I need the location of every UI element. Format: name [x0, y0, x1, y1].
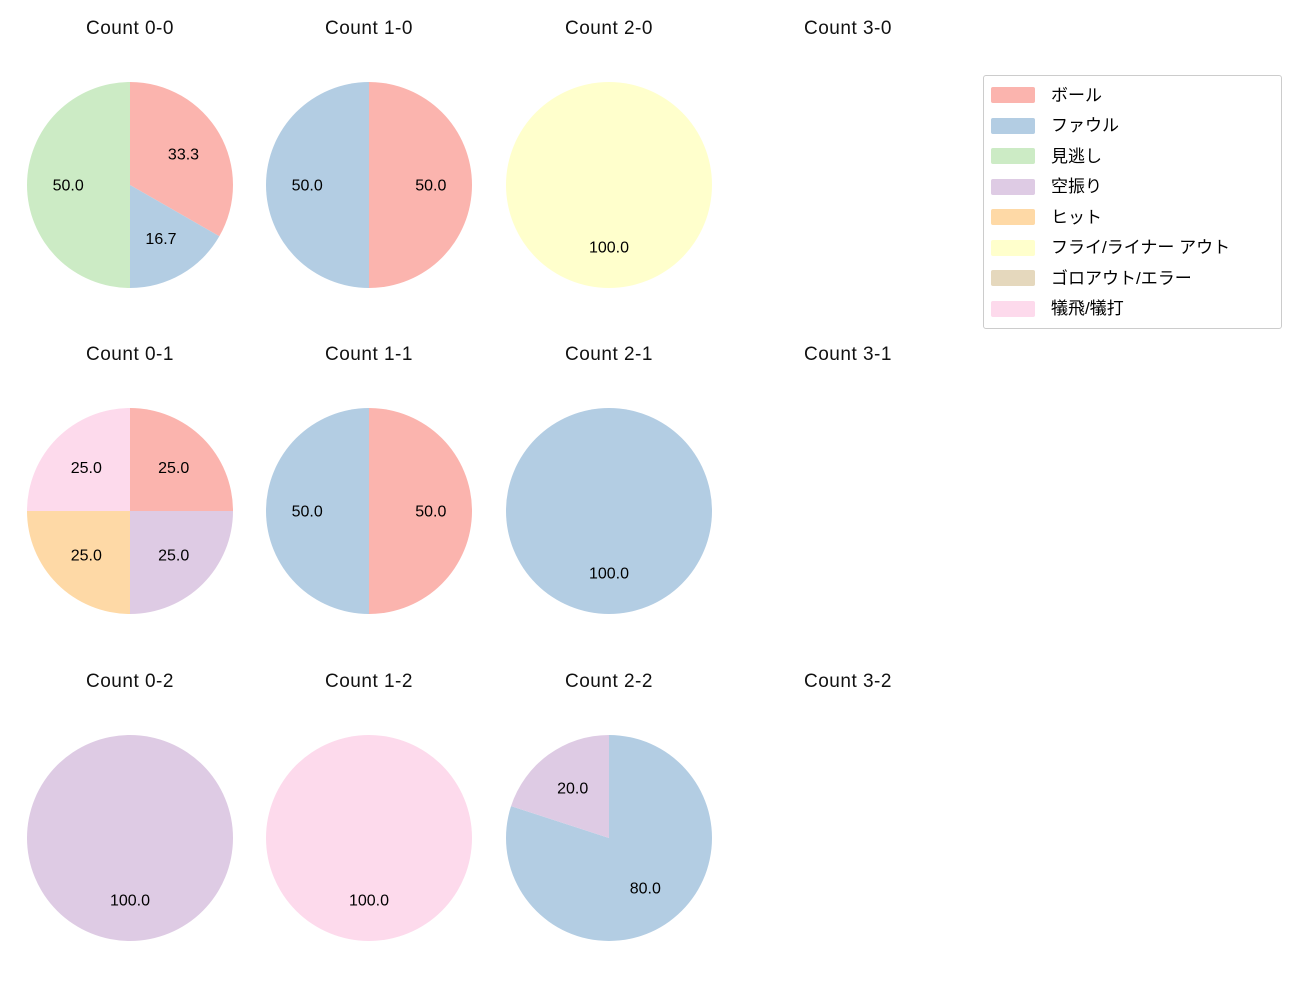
legend-item: ファウル	[984, 111, 1281, 142]
pie-chart-count-2-1: 100.0	[506, 408, 712, 614]
pie-slice	[27, 511, 130, 614]
pie-title-count-1-2: Count 1-2	[325, 671, 413, 692]
pie-slice-label: 16.7	[145, 231, 176, 248]
pie-slice	[27, 408, 130, 511]
legend-swatch-ball	[991, 87, 1035, 104]
pie-slice	[369, 82, 472, 288]
pie-cell-count-3-2: Count 3-2	[728, 661, 968, 981]
pie-slice-label: 100.0	[349, 892, 389, 909]
pie-slice	[506, 408, 712, 614]
legend-label: フライ/ライナー アウト	[1051, 238, 1231, 258]
pie-chart-count-3-1	[743, 406, 953, 616]
pie-chart-count-1-1: 50.0 50.0	[266, 408, 472, 614]
legend-swatch-hit	[991, 209, 1035, 226]
pie-chart-count-0-0: 33.3 16.7 50.0	[27, 82, 233, 288]
pie-title-count-2-2: Count 2-2	[565, 671, 653, 692]
legend-swatch-groundout-error	[991, 270, 1035, 287]
legend-item: ヒット	[984, 202, 1281, 233]
pie-title-count-3-1: Count 3-1	[804, 344, 892, 365]
pie-cell-count-3-0: Count 3-0	[728, 8, 968, 328]
legend-label: ファウル	[1051, 116, 1119, 136]
pie-cell-count-1-1: Count 1-1 50.0 50.0	[249, 334, 489, 654]
pie-slice-label: 100.0	[110, 892, 150, 909]
pie-slice	[27, 735, 233, 941]
pie-slice	[130, 511, 233, 614]
pie-chart-count-2-2: 80.0 20.0	[505, 735, 712, 941]
pie-slice-label: 33.3	[168, 147, 199, 164]
pie-slice	[369, 408, 472, 614]
legend-label: 空振り	[1051, 177, 1102, 197]
pie-title-count-1-1: Count 1-1	[325, 344, 413, 365]
pie-slice	[130, 408, 233, 511]
pie-cell-count-2-2: Count 2-2 80.0 20.0	[489, 661, 729, 981]
legend-item: ボール	[984, 80, 1281, 111]
legend-label: ゴロアウト/エラー	[1051, 268, 1192, 288]
pie-slice-label: 50.0	[53, 178, 84, 195]
pie-slice-label: 50.0	[415, 178, 446, 195]
pie-cell-count-0-0: Count 0-0 33.3 16.7 50.0	[10, 8, 250, 328]
pie-cell-count-1-2: Count 1-2 100.0	[249, 661, 489, 981]
pie-slice	[505, 735, 712, 941]
legend-item: 見逃し	[984, 141, 1281, 172]
legend-item: フライ/ライナー アウト	[984, 233, 1281, 264]
pie-cell-count-2-1: Count 2-1 100.0	[489, 334, 729, 654]
pie-title-count-0-0: Count 0-0	[86, 18, 174, 39]
pie-slice-label: 20.0	[557, 781, 588, 798]
legend-label: ヒット	[1051, 207, 1102, 227]
legend: ボール ファウル 見逃し 空振り ヒット フライ/ライナー アウト ゴロアウト/…	[983, 75, 1282, 329]
pie-cell-count-0-1: Count 0-1 25.0 25.0 25.0 25.0	[10, 334, 250, 654]
pie-slice	[130, 185, 220, 288]
legend-item: 空振り	[984, 172, 1281, 203]
legend-label: 犠飛/犠打	[1051, 299, 1124, 319]
pie-slice-label: 50.0	[415, 504, 446, 521]
pie-slice	[130, 82, 233, 237]
pie-slice-label: 25.0	[71, 547, 102, 564]
pie-slice	[266, 82, 369, 288]
pie-title-count-1-0: Count 1-0	[325, 18, 413, 39]
pie-slice	[511, 735, 609, 838]
pie-slice-label: 100.0	[589, 565, 629, 582]
pie-slice-label: 100.0	[589, 239, 629, 256]
pie-slice-label: 25.0	[71, 460, 102, 477]
legend-item: ゴロアウト/エラー	[984, 263, 1281, 294]
pie-slice	[506, 82, 712, 288]
pie-title-count-0-2: Count 0-2	[86, 671, 174, 692]
legend-swatch-called-strike	[991, 148, 1035, 165]
legend-item: 犠飛/犠打	[984, 294, 1281, 325]
legend-swatch-fly-liner-out	[991, 239, 1035, 256]
pie-chart-count-0-2: 100.0	[27, 735, 233, 941]
legend-swatch-sacrifice	[991, 300, 1035, 317]
legend-label: 見逃し	[1051, 146, 1102, 166]
pie-chart-count-1-0: 50.0 50.0	[266, 82, 472, 288]
pie-cell-count-0-2: Count 0-2 100.0	[10, 661, 250, 981]
pie-slice-label: 80.0	[630, 881, 661, 898]
pie-title-count-2-1: Count 2-1	[565, 344, 653, 365]
pie-slice	[27, 82, 130, 288]
pie-slice	[266, 408, 369, 614]
pie-slice	[266, 735, 472, 941]
pie-chart-count-2-0: 100.0	[506, 82, 712, 288]
pie-chart-count-0-1: 25.0 25.0 25.0 25.0	[27, 408, 233, 614]
pie-title-count-3-2: Count 3-2	[804, 671, 892, 692]
pie-chart-count-3-0	[743, 80, 953, 290]
legend-label: ボール	[1051, 85, 1102, 105]
pie-slice-label: 25.0	[158, 547, 189, 564]
pie-cell-count-1-0: Count 1-0 50.0 50.0	[249, 8, 489, 328]
pie-cell-count-2-0: Count 2-0 100.0	[489, 8, 729, 328]
pie-title-count-3-0: Count 3-0	[804, 18, 892, 39]
legend-swatch-swinging-strike	[991, 178, 1035, 195]
pie-chart-count-3-2	[743, 733, 953, 943]
pie-title-count-2-0: Count 2-0	[565, 18, 653, 39]
legend-swatch-foul	[991, 117, 1035, 134]
pie-title-count-0-1: Count 0-1	[86, 344, 174, 365]
pie-chart-count-1-2: 100.0	[266, 735, 472, 941]
pie-cell-count-3-1: Count 3-1	[728, 334, 968, 654]
pie-slice-label: 25.0	[158, 460, 189, 477]
pie-slice-label: 50.0	[292, 178, 323, 195]
pie-slice-label: 50.0	[292, 504, 323, 521]
